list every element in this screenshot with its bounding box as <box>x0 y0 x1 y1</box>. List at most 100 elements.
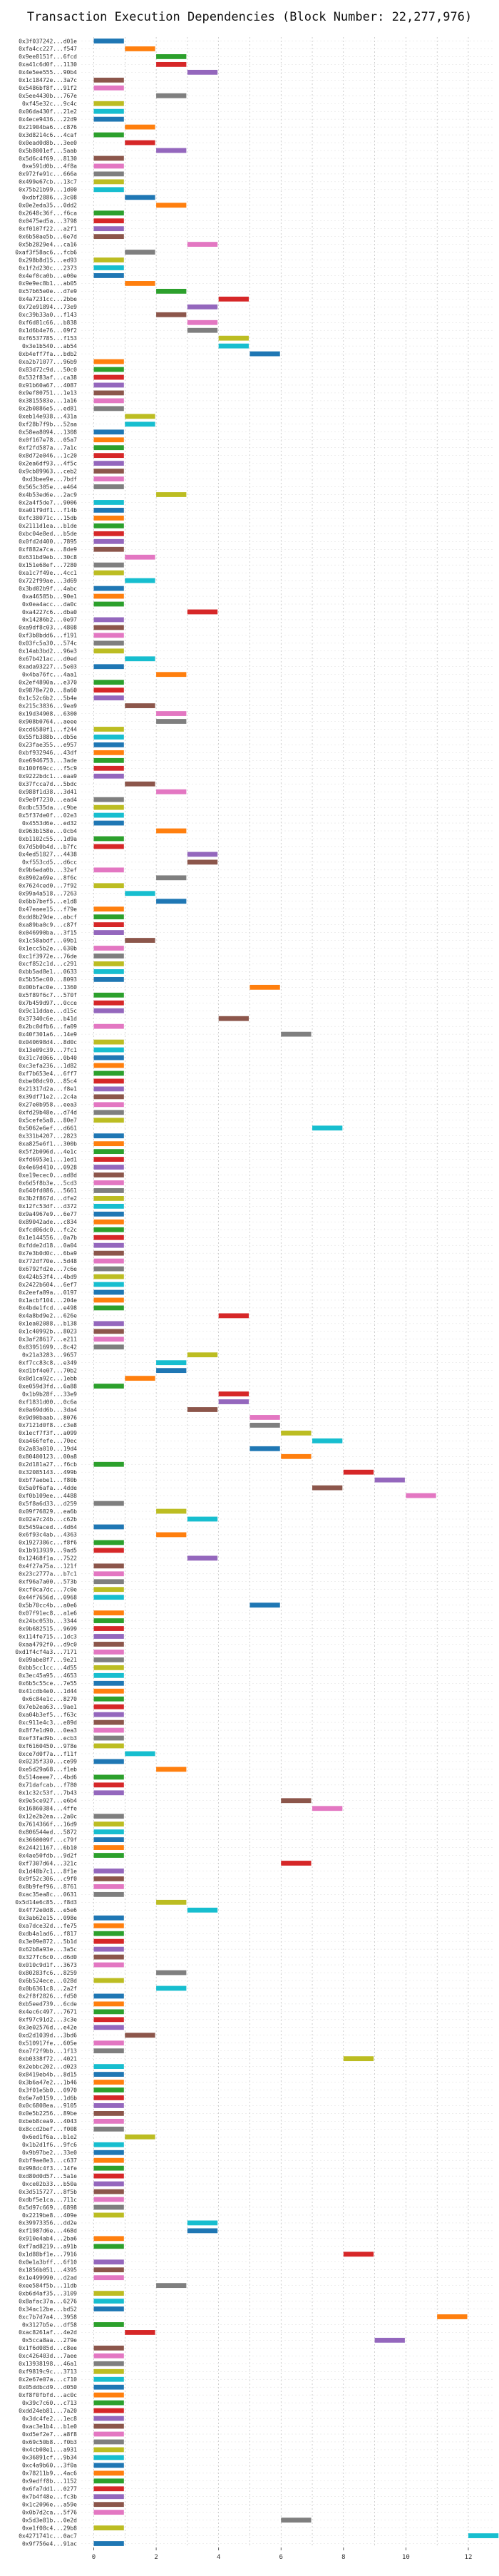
bar-segment <box>312 1485 343 1491</box>
bar-segment <box>93 1102 124 1108</box>
y-tick-label: 0x1c52c6b2...5b4e <box>19 695 77 701</box>
y-tick-label: 0x7b4f48e...fc3b <box>22 2494 77 2500</box>
bar-segment <box>93 742 124 747</box>
y-tick-label: 0xf7b653e4...6ff7 <box>19 1070 77 1077</box>
y-tick-label: 0x3b2f867d...dfe2 <box>19 1195 77 1202</box>
bar-segment <box>93 2353 124 2358</box>
bar-segment <box>93 359 124 364</box>
bar-segment <box>281 1798 312 1804</box>
bar-segment <box>93 469 124 474</box>
y-tick-label: 0x114fe715...1dc3 <box>19 1633 77 1640</box>
bar-segment <box>93 2478 124 2484</box>
bar-segment <box>125 2134 155 2140</box>
y-tick-label: 0x27e0b958...eea3 <box>19 1102 77 1108</box>
bar-segment <box>93 2126 124 2132</box>
y-tick-label: 0x4ba76fc...4aa1 <box>22 672 77 678</box>
bar-segment <box>93 1203 124 1209</box>
bar-segment <box>312 1438 343 1443</box>
bar-segment <box>93 617 124 623</box>
bar-segment <box>93 804 124 810</box>
bar-segment <box>93 1891 124 1897</box>
y-tick-label: 0x7121d0f8...c3e8 <box>19 1422 77 1428</box>
y-tick-label: 0x6b5c55ce...7e55 <box>19 1680 77 1687</box>
bar-segment <box>93 1954 124 1960</box>
y-tick-label: 0x908b0764...aeee <box>19 718 77 725</box>
bar-segment <box>93 1047 124 1053</box>
bar-segment <box>93 1915 124 1921</box>
y-tick-label: 0x36891cf...9b34 <box>22 2455 77 2461</box>
bar-segment <box>93 374 124 380</box>
y-tick-label: 0x532f83af...ca38 <box>19 374 77 381</box>
y-tick-label: 0x37fcca7d...5bdc <box>19 781 77 787</box>
y-tick-label: 0xcf852c1d...c291 <box>19 961 77 967</box>
y-tick-label: 0x1acbf104...204e <box>19 1297 77 1304</box>
bar-segment <box>125 578 155 583</box>
bar-segment <box>93 2392 124 2398</box>
y-tick-label: 0x6f93c4ab...4363 <box>19 1532 77 1538</box>
y-tick-label: 0xe591d0b...4f8a <box>22 163 77 170</box>
y-tick-label: 0x2a4f5de7...9006 <box>19 499 77 506</box>
bar-segment <box>93 640 124 646</box>
y-tick-label: 0xe1f08c4...29b8 <box>22 2525 77 2531</box>
y-tick-label: 0x83d72c9d...50c0 <box>19 367 77 373</box>
y-tick-label: 0x1ecf7f3f...a099 <box>19 1430 77 1436</box>
y-tick-label: 0x02a7c24b...c62b <box>19 1516 77 1523</box>
bar-segment <box>93 930 124 935</box>
y-tick-label: 0x69c50b8...f0b3 <box>22 2439 77 2445</box>
bar-segment <box>93 1680 124 1686</box>
y-tick-label: 0x72e91894...73e9 <box>19 304 77 310</box>
y-tick-label: 0x5d97c669...6898 <box>19 2204 77 2211</box>
bar-segment <box>93 2541 124 2546</box>
bar-segment <box>93 437 124 443</box>
bar-segment <box>125 140 155 145</box>
x-tick-label: 4 <box>217 2554 220 2561</box>
y-tick-label: 0x4ece9436...22d9 <box>19 116 77 123</box>
bar-segment <box>93 2072 124 2077</box>
y-tick-label: 0x2ebbc202...d023 <box>19 2063 77 2070</box>
bar-segment <box>93 633 124 638</box>
bar-segment <box>312 1806 343 1811</box>
y-tick-label: 0x24bc053b...3344 <box>19 1617 77 1624</box>
bar-segment <box>250 351 280 357</box>
y-tick-label: 0x1e499990...d2ad <box>19 2274 77 2281</box>
bar-segment <box>374 2338 405 2343</box>
y-tick-label: 0xf0107f22...a2f1 <box>19 225 77 232</box>
y-tick-label: 0x1c32c53f...7b43 <box>19 1790 77 1796</box>
y-tick-label: 0x67b421ac...d0ed <box>19 656 77 663</box>
bar-segment <box>93 1727 124 1733</box>
y-tick-label: 0xbb5ad8e1...0633 <box>19 968 77 975</box>
bar-segment <box>93 1211 124 1217</box>
bar-segment <box>93 1196 124 1201</box>
y-tick-label: 0xdbf5e1ca...711c <box>19 2197 77 2203</box>
y-tick-label: 0xf7cc83c8...e349 <box>19 1359 77 1366</box>
y-tick-label: 0x0e2eda35...0dd2 <box>19 203 77 209</box>
y-tick-label: 0x2b0886e5...ed81 <box>19 406 77 412</box>
y-tick-label: 0x9878e720...8a60 <box>19 687 77 693</box>
y-tick-label: 0x1f6d085d...c8ee <box>19 2345 77 2351</box>
y-tick-label: 0x3bd02b9f...4abc <box>19 586 77 592</box>
bar-segment <box>93 2095 124 2100</box>
y-tick-label: 0x7b459d97...0cce <box>19 1000 77 1006</box>
bar-segment <box>187 2220 218 2226</box>
bar-segment <box>93 797 124 802</box>
bar-segment <box>93 1946 124 1952</box>
y-tick-label: 0x4ed51827...4438 <box>19 852 77 858</box>
bar-segment <box>93 163 124 169</box>
y-tick-label: 0x57b65e0e...d7e9 <box>19 288 77 295</box>
bar-segment <box>156 1508 187 1514</box>
bar-segment <box>93 2408 124 2413</box>
bar-segment <box>93 914 124 920</box>
y-tick-label: 0x6bb7bef5...e1d8 <box>19 899 77 905</box>
bar-segment <box>93 1524 124 1530</box>
y-tick-label: 0x39c7c60...c713 <box>22 2400 77 2406</box>
bar-segment <box>93 2009 124 2015</box>
bar-segment <box>187 327 218 333</box>
y-tick-label: 0xa01f9df1...f14b <box>19 507 77 513</box>
y-tick-label: 0x80400123...00a8 <box>19 1453 77 1460</box>
bar-segment <box>93 836 124 842</box>
bar-segment <box>343 2252 374 2257</box>
y-tick-label: 0x9ee8151f...6fcd <box>19 53 77 60</box>
y-tick-label: 0x12fc53df...d372 <box>19 1203 77 1210</box>
bar-segment <box>93 1657 124 1662</box>
bar-segment <box>93 155 124 161</box>
